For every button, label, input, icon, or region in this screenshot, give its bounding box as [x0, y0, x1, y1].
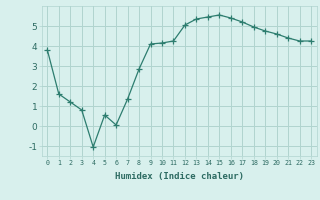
X-axis label: Humidex (Indice chaleur): Humidex (Indice chaleur) — [115, 172, 244, 181]
